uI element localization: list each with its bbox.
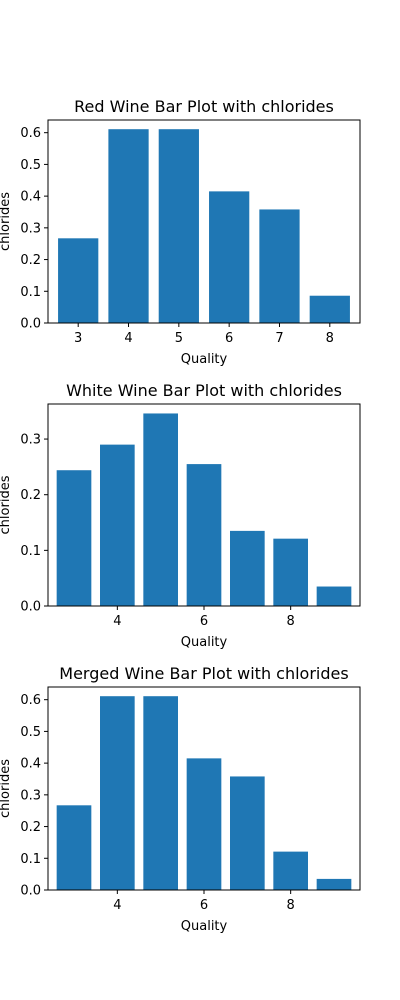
y-tick-label: 0.1: [20, 285, 41, 300]
red-chart: 3 4 5 6 7 8 0.0 0.1 0.2 0.3 0.4 0.5 0.6 Red Wine Bar …: [0, 97, 361, 367]
x-tick-label: 8: [287, 898, 295, 913]
y-tick-label: 0.0: [20, 884, 41, 899]
x-axis-label: Quality: [181, 352, 228, 367]
y-tick-label: 0.1: [20, 544, 41, 559]
bar-quality-9: [316, 586, 352, 606]
bar-quality-8: [309, 295, 350, 323]
plot-frame: [47, 119, 361, 324]
x-tick-label: 6: [200, 614, 208, 629]
bar-quality-8: [273, 538, 308, 606]
bar-quality-6: [186, 758, 222, 890]
y-tick-label: 0.0: [20, 600, 41, 615]
x-tick-label: 4: [124, 331, 132, 346]
bar-quality-8: [273, 851, 308, 890]
y-axis-label: chlorides: [0, 475, 13, 534]
bar-quality-7: [259, 209, 300, 323]
y-tick-label: 0.4: [20, 190, 41, 205]
x-axis-label: Quality: [181, 919, 228, 934]
bar-quality-3: [58, 238, 99, 323]
bar-quality-4: [100, 444, 135, 606]
bar-quality-6: [186, 464, 222, 606]
y-tick-label: 0.3: [20, 221, 41, 236]
y-axis-label: chlorides: [0, 192, 13, 251]
y-tick-label: 0.2: [20, 253, 41, 268]
bar-quality-6: [209, 191, 250, 323]
bar-quality-3: [56, 805, 92, 890]
y-tick-label: 0.2: [20, 820, 41, 835]
x-tick-label: 7: [275, 331, 283, 346]
bar-quality-5: [143, 413, 178, 606]
y-tick-label: 0.3: [20, 788, 41, 803]
bar-quality-3: [56, 470, 92, 606]
y-tick-label: 0.5: [20, 158, 41, 173]
x-tick-label: 4: [113, 898, 121, 913]
bar-quality-5: [143, 696, 178, 890]
bar-quality-7: [230, 530, 265, 606]
chart-title: White Wine Bar Plot with chlorides: [66, 381, 342, 400]
x-tick-label: 3: [74, 331, 82, 346]
merged-chart: 4 6 8 0.0 0.1 0.2 0.3 0.4 0.5 0.6 Merged Wine Bar …: [0, 664, 361, 934]
y-tick-label: 0.2: [20, 488, 41, 503]
white-chart: 4 6 8 0.0 0.1 0.2 0.3 White Wine Bar Plot with …: [0, 381, 361, 650]
x-tick-label: 4: [113, 614, 121, 629]
bar-quality-4: [108, 129, 149, 323]
bar-quality-5: [158, 129, 199, 323]
x-tick-label: 8: [326, 331, 334, 346]
y-tick-label: 0.1: [20, 852, 41, 867]
y-tick-label: 0.6: [20, 126, 41, 141]
y-tick-label: 0.6: [20, 693, 41, 708]
x-tick-label: 6: [200, 898, 208, 913]
y-tick-label: 0.4: [20, 757, 41, 772]
y-tick-label: 0.5: [20, 725, 41, 740]
x-tick-label: 6: [225, 331, 233, 346]
bar-quality-9: [316, 878, 352, 890]
y-tick-label: 0.0: [20, 317, 41, 332]
x-tick-label: 8: [287, 614, 295, 629]
chart-title: Red Wine Bar Plot with chlorides: [74, 97, 334, 116]
bar-quality-4: [100, 696, 135, 890]
chart-title: Merged Wine Bar Plot with chlorides: [59, 664, 348, 683]
y-axis-label: chlorides: [0, 759, 13, 818]
bar-quality-7: [230, 776, 265, 890]
y-tick-label: 0.3: [20, 433, 41, 448]
x-tick-label: 5: [175, 331, 183, 346]
x-axis-label: Quality: [181, 635, 228, 650]
